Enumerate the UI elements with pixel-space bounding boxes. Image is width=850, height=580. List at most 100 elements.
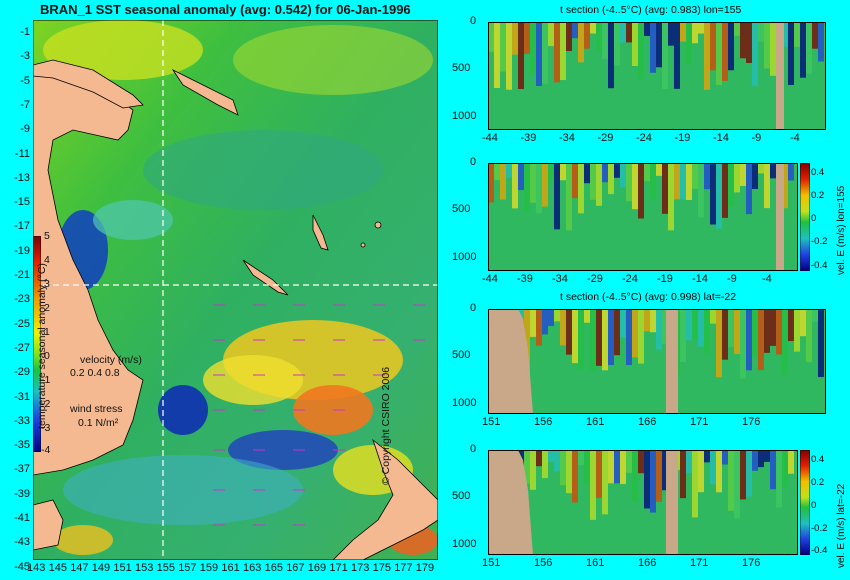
map-lat-tick: -9 bbox=[20, 123, 30, 136]
section-cell bbox=[716, 450, 722, 493]
section-cell bbox=[746, 22, 752, 63]
section-cell bbox=[530, 163, 536, 203]
map-lat-tick: -33 bbox=[14, 414, 30, 427]
panel-x-tick: -34 bbox=[559, 132, 575, 144]
map-lon-tick: 147 bbox=[70, 562, 89, 574]
section-cell bbox=[566, 450, 572, 494]
section-cell bbox=[788, 163, 794, 181]
map-lat-tick: -19 bbox=[14, 244, 30, 257]
section-cell bbox=[572, 309, 578, 364]
section-cell bbox=[596, 163, 602, 206]
panel-x-tick: -9 bbox=[751, 132, 762, 144]
islands bbox=[171, 68, 382, 296]
section-cell bbox=[716, 22, 722, 85]
section-cell bbox=[674, 163, 680, 200]
panel-y-tick: 500 bbox=[452, 490, 471, 502]
map-lon-tick: 167 bbox=[286, 562, 305, 574]
panel-y-tick: 1000 bbox=[452, 397, 477, 409]
section-cell bbox=[704, 450, 710, 463]
section-cell bbox=[740, 22, 746, 59]
colorbar-label: temperature seasonal anomaly (°C) bbox=[35, 263, 48, 429]
section-cell bbox=[560, 22, 566, 81]
section-cell bbox=[746, 309, 752, 371]
section-cell bbox=[560, 450, 566, 486]
panel-x-tick: 176 bbox=[742, 557, 761, 569]
map-lon-tick: 173 bbox=[351, 562, 370, 574]
panel-y-tick: 0 bbox=[470, 15, 477, 27]
map-lat-tick: -43 bbox=[14, 536, 30, 549]
section-cell bbox=[710, 163, 716, 225]
new-guinea-land bbox=[33, 59, 144, 109]
section-cell bbox=[698, 309, 704, 347]
section-cell bbox=[500, 163, 506, 200]
section-cell bbox=[590, 22, 596, 34]
section-cell bbox=[692, 163, 698, 189]
panel-y-tick: 0 bbox=[470, 443, 477, 455]
section-cell bbox=[614, 22, 620, 66]
section-cell bbox=[734, 450, 740, 519]
section-cell bbox=[548, 22, 554, 47]
panel-x-tick: -39 bbox=[520, 132, 537, 144]
panel-x-tick: -44 bbox=[482, 273, 498, 285]
section-cell bbox=[608, 450, 614, 484]
section-cell bbox=[758, 163, 764, 174]
map-lon-tick: 155 bbox=[156, 562, 175, 574]
section-cell bbox=[770, 450, 776, 490]
section-cell bbox=[530, 450, 536, 490]
section-cell bbox=[698, 22, 704, 34]
map-lon-tick: 145 bbox=[48, 562, 67, 574]
section-cell bbox=[566, 22, 572, 52]
section-cell bbox=[794, 22, 800, 47]
section-cell bbox=[584, 450, 590, 485]
map-lon-tick: 169 bbox=[307, 562, 327, 574]
panel-x-tick: -29 bbox=[587, 273, 603, 285]
section-cell bbox=[758, 22, 764, 42]
section-cell bbox=[734, 309, 740, 355]
section-cell bbox=[584, 22, 590, 49]
section-cell bbox=[578, 450, 584, 466]
panel-x-tick: 166 bbox=[638, 557, 657, 569]
map-lat-axis: -1 -3 -5 -7 -9 -11 -13 -15 -17 -19 -21 -23 -25 -27 -29… bbox=[0, 20, 32, 573]
wind-stress-scale: 0.1 N/m² bbox=[78, 417, 119, 429]
section-cell bbox=[626, 163, 632, 202]
section-cell bbox=[494, 22, 500, 89]
velocity-label: velocity (m/s) bbox=[80, 354, 142, 366]
section-cell bbox=[770, 309, 776, 346]
section-panel-4 bbox=[488, 450, 798, 555]
section-cell bbox=[644, 22, 650, 37]
section-cell bbox=[728, 22, 734, 71]
section-cell bbox=[602, 163, 608, 183]
section-cell bbox=[740, 309, 746, 379]
section-cell bbox=[764, 163, 770, 209]
section-cell bbox=[632, 163, 638, 210]
map-lat-tick: -45 bbox=[14, 560, 30, 573]
map-lon-tick: 149 bbox=[91, 562, 111, 574]
map-lon-tick: 179 bbox=[415, 562, 435, 574]
map-lat-tick: -21 bbox=[14, 269, 30, 281]
section-cell bbox=[626, 450, 632, 473]
section-cell bbox=[680, 309, 686, 363]
section-cell bbox=[518, 22, 524, 90]
section-cell bbox=[548, 450, 554, 462]
map-lat-tick: -13 bbox=[14, 171, 30, 184]
section-cell bbox=[722, 309, 728, 360]
panel-x-tick: 161 bbox=[586, 416, 605, 428]
section-cell bbox=[800, 22, 806, 78]
panel-x-tick: 171 bbox=[690, 557, 709, 569]
section-cell bbox=[656, 450, 662, 502]
panel-y-tick: 1000 bbox=[452, 110, 477, 122]
section-cell bbox=[788, 309, 794, 342]
section-cell bbox=[656, 22, 662, 68]
section-cell bbox=[644, 163, 650, 182]
section-cell bbox=[560, 163, 566, 181]
section-cell bbox=[770, 163, 776, 179]
panel-x-tick: -34 bbox=[552, 273, 568, 285]
panel-x-tick: -14 bbox=[692, 273, 708, 285]
section-cell bbox=[494, 163, 500, 180]
section-cell bbox=[782, 309, 788, 375]
map-lon-tick: 171 bbox=[329, 562, 348, 574]
panel-x-tick: 151 bbox=[482, 557, 501, 569]
map-lon-tick: 153 bbox=[135, 562, 154, 574]
map-lat-tick: -39 bbox=[14, 487, 30, 500]
section-cell bbox=[620, 22, 626, 43]
